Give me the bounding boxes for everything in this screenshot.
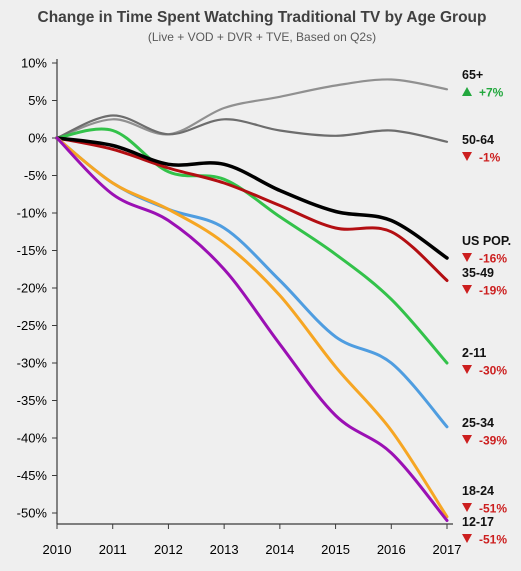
series-line-25-34 [55, 136, 449, 429]
up-arrow-icon [462, 87, 472, 96]
y-tick-label: -45% [17, 468, 48, 483]
x-tick-label: 2015 [321, 542, 350, 557]
y-tick-label: -40% [17, 431, 48, 446]
y-tick-label: -20% [17, 281, 48, 296]
series-line-12-17 [55, 136, 449, 522]
down-arrow-icon [462, 534, 472, 543]
series-labels: 65+ +7% 50-64 -1% 2-11 -30% 35-49 -19% US POP. -1… [462, 68, 511, 547]
down-arrow-icon [462, 365, 472, 374]
down-arrow-icon [462, 285, 472, 294]
y-tick-label: 5% [28, 93, 47, 108]
series-name-50-64: 50-64 [462, 133, 494, 147]
y-tick-label: -30% [17, 356, 48, 371]
y-tick-label: -10% [17, 206, 48, 221]
series-name-25-34: 25-34 [462, 416, 494, 430]
down-arrow-icon [462, 435, 472, 444]
series-name-35-49: 35-49 [462, 266, 494, 280]
series-line-18-24 [55, 136, 449, 519]
y-tick-label: 10% [21, 56, 47, 71]
series-change-50-64: -1% [479, 151, 501, 165]
x-tick-label: 2017 [433, 542, 462, 557]
series-change-25-34: -39% [479, 434, 507, 448]
chart-title: Change in Time Spent Watching Traditiona… [38, 9, 487, 26]
series-line-35-49 [55, 136, 449, 282]
series-change-18-24: -51% [479, 502, 507, 516]
series-line-us-pop [55, 136, 449, 260]
series-name-us-pop: US POP. [462, 234, 511, 248]
series-line-50-64 [55, 114, 449, 143]
series-change-35-49: -19% [479, 284, 507, 298]
series-name-12-17: 12-17 [462, 515, 494, 529]
y-tick-label: -35% [17, 393, 48, 408]
series-change-12-17: -51% [479, 533, 507, 547]
y-tick-label: -25% [17, 318, 48, 333]
down-arrow-icon [462, 253, 472, 262]
down-arrow-icon [462, 152, 472, 161]
y-tick-label: 0% [28, 131, 47, 146]
down-arrow-icon [462, 503, 472, 512]
x-tick-label: 2014 [265, 542, 294, 557]
y-tick-label: -50% [17, 506, 48, 521]
x-tick-label: 2010 [43, 542, 72, 557]
series-name-65: 65+ [462, 68, 483, 82]
y-tick-label: -5% [24, 168, 48, 183]
series-line-2-11 [55, 127, 449, 365]
x-tick-label: 2012 [154, 542, 183, 557]
x-tick-label: 2016 [377, 542, 406, 557]
y-tick-label: -15% [17, 243, 48, 258]
series-change-2-11: -30% [479, 364, 507, 378]
series-change-65: +7% [479, 86, 504, 100]
series-change-us-pop: -16% [479, 252, 507, 266]
chart-subtitle: (Live + VOD + DVR + TVE, Based on Q2s) [148, 30, 376, 44]
series-name-18-24: 18-24 [462, 484, 494, 498]
x-tick-label: 2013 [210, 542, 239, 557]
series-line-65 [55, 78, 449, 140]
series-lines [55, 78, 449, 522]
series-name-2-11: 2-11 [462, 346, 486, 360]
x-tick-label: 2011 [99, 542, 127, 557]
axes: 10% 5% 0% -5% -10% -15% -20% -25% -30% -35% -40% -4… [17, 56, 462, 558]
